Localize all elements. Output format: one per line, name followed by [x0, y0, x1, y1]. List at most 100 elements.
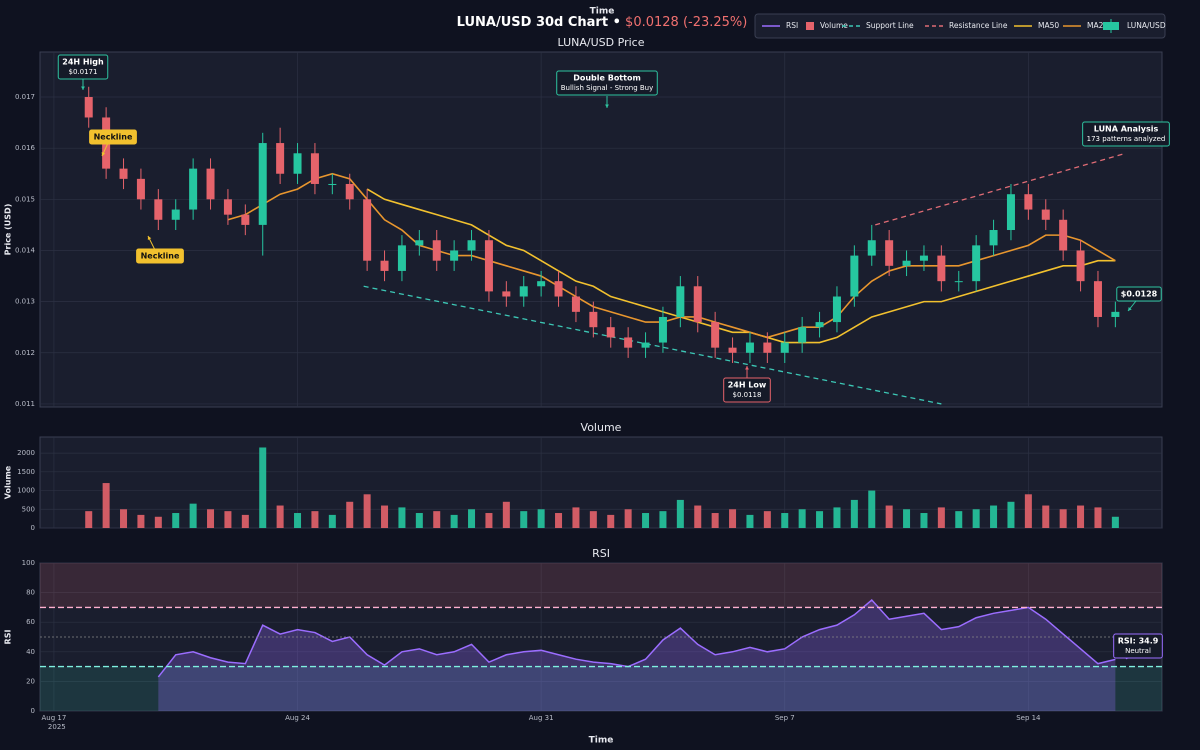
- candle-body: [293, 153, 302, 174]
- y-tick-label: 0.015: [15, 195, 35, 203]
- candle-body: [850, 255, 859, 297]
- x-tick-label: Aug 24: [285, 714, 310, 722]
- volume-bar: [485, 513, 493, 528]
- volume-bar: [798, 509, 806, 528]
- arrow-head: [101, 152, 106, 156]
- legend-label: MA50: [1038, 21, 1059, 30]
- candle-body: [241, 214, 250, 225]
- candle-body: [867, 240, 876, 256]
- annotation-text: Neutral: [1125, 647, 1151, 655]
- candle-body: [519, 286, 528, 297]
- volume-bar: [781, 513, 789, 528]
- volume-bar: [468, 509, 476, 528]
- candle-body: [1041, 209, 1050, 220]
- candle-body: [693, 286, 702, 323]
- volume-bar: [972, 509, 980, 528]
- candle-body: [84, 97, 93, 118]
- y-tick-label: 0.014: [15, 246, 36, 254]
- candle-body: [484, 240, 493, 292]
- panel-title: Volume: [581, 421, 622, 434]
- annotation-text: Neckline: [94, 133, 133, 142]
- volume-bar: [259, 447, 267, 528]
- candle-body: [1059, 219, 1068, 251]
- legend-label: Support Line: [866, 21, 914, 30]
- candle-body: [798, 327, 807, 343]
- arrow-head: [745, 366, 749, 370]
- arrow-head: [147, 236, 152, 240]
- volume-bar: [1042, 505, 1050, 528]
- annotation: Neckline: [89, 129, 137, 145]
- annotation-box: [57, 54, 109, 80]
- y-axis-label: Price (USD): [4, 204, 13, 256]
- candle-body: [815, 322, 824, 328]
- candle-body: [589, 311, 598, 328]
- legend-label: MA20: [1087, 21, 1108, 30]
- volume-bar: [1059, 509, 1067, 528]
- y-tick-label: 0.016: [15, 144, 36, 152]
- candle-body: [902, 260, 911, 266]
- annotation-text: 173 patterns analyzed: [1087, 135, 1166, 143]
- y-tick-label: 40: [26, 648, 35, 656]
- volume-bar: [433, 511, 441, 528]
- volume-bar: [294, 513, 302, 528]
- legend-label: Resistance Line: [949, 21, 1008, 30]
- annotation-text: $0.0171: [69, 68, 98, 76]
- annotation-box: [1116, 286, 1162, 302]
- candle-body: [136, 178, 145, 200]
- candle-body: [415, 240, 424, 246]
- volume-bar: [241, 514, 249, 528]
- annotation-box: [723, 377, 771, 403]
- time-header: Time: [590, 7, 615, 17]
- candle-body: [189, 168, 198, 210]
- annotation-text: Bullish Signal - Strong Buy: [561, 84, 654, 92]
- volume-bar: [920, 513, 928, 528]
- candle-body: [641, 342, 650, 348]
- volume-bar: [642, 513, 650, 528]
- candle-body: [1076, 250, 1085, 282]
- volume-bar: [172, 513, 180, 528]
- volume-bar: [1111, 516, 1119, 528]
- candle-body: [467, 240, 476, 251]
- y-tick-label: 500: [22, 505, 35, 513]
- candle-body: [624, 337, 633, 348]
- arrow-head: [81, 86, 85, 90]
- trend-line: [875, 152, 1126, 226]
- rsi-zone: [40, 563, 1162, 608]
- candle-body: [1093, 281, 1102, 317]
- candle-body: [310, 153, 319, 184]
- candle-body: [676, 286, 685, 317]
- volume-bar: [868, 490, 876, 528]
- candle-body: [658, 316, 667, 343]
- panel-title: RSI: [592, 547, 610, 560]
- candle-body: [328, 183, 337, 185]
- y-tick-label: 0: [31, 707, 35, 715]
- x-tick-label: Sep 7: [775, 714, 795, 722]
- x-year-label: 2025: [48, 723, 66, 731]
- y-tick-label: 1500: [17, 468, 35, 476]
- candle-body: [171, 209, 180, 220]
- volume-bar: [1094, 507, 1102, 528]
- y-tick-label: 80: [26, 589, 35, 597]
- volume-bar: [729, 509, 737, 528]
- volume-bar: [937, 507, 945, 528]
- candle-body: [258, 143, 267, 225]
- volume-bar: [607, 514, 615, 528]
- arrow-head: [605, 104, 609, 108]
- annotation-text: 24H High: [62, 58, 104, 67]
- panel-title: LUNA/USD Price: [558, 36, 645, 49]
- y-tick-label: 100: [22, 559, 35, 567]
- candle-body: [345, 183, 354, 200]
- candle-body: [571, 296, 580, 312]
- annotation: 24H High$0.0171: [57, 54, 109, 80]
- volume-bar: [659, 511, 667, 528]
- candle-body: [1006, 194, 1015, 231]
- volume-bar: [711, 513, 719, 528]
- annotation-box: [1113, 633, 1163, 659]
- volume-bar: [955, 511, 963, 528]
- legend-box: [754, 13, 1166, 39]
- volume-bar: [502, 501, 510, 528]
